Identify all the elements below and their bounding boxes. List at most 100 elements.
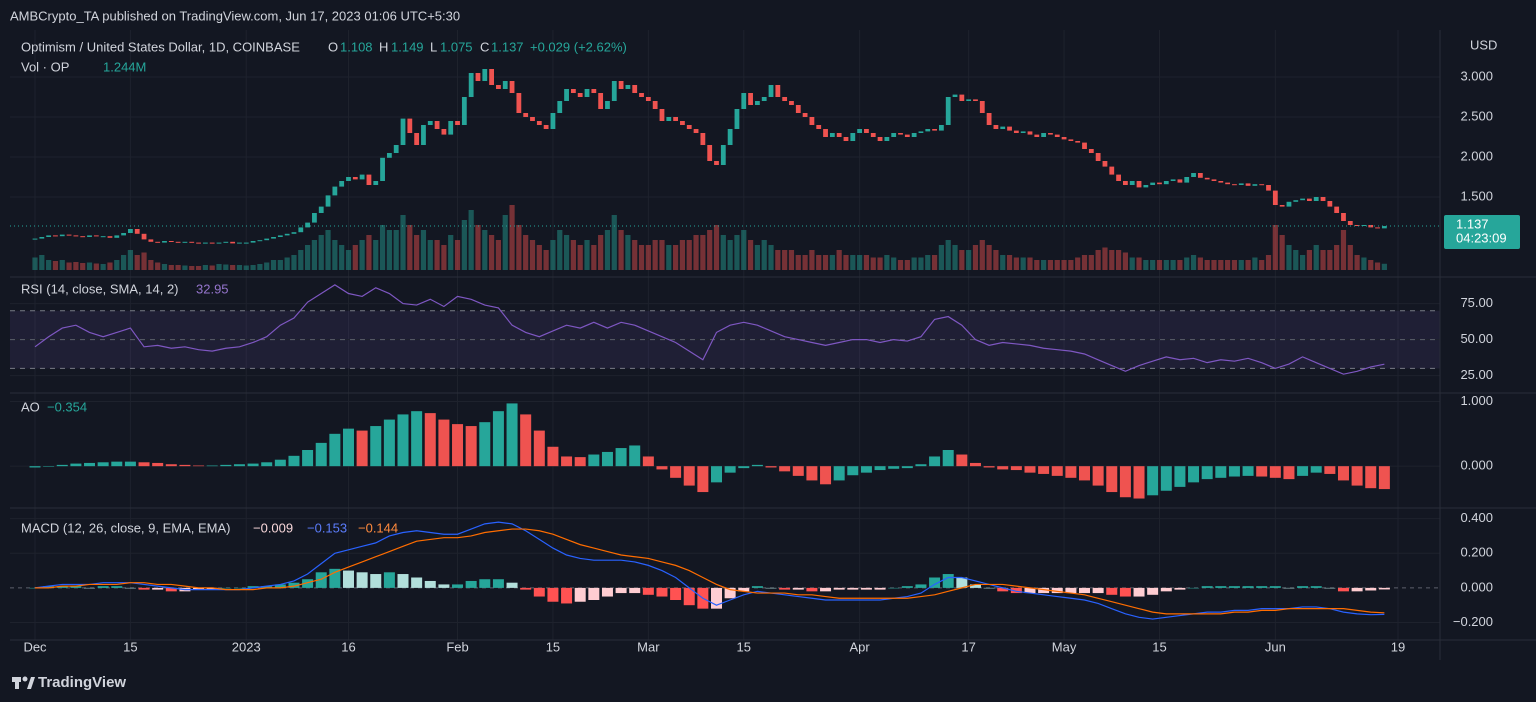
ao-bar xyxy=(1065,466,1077,478)
volume-bar xyxy=(843,255,849,270)
candle xyxy=(891,133,897,137)
volume-value: 1.244M xyxy=(103,59,146,74)
candle xyxy=(1123,181,1128,185)
macd-hist-bar xyxy=(1310,586,1322,588)
candle xyxy=(1068,139,1074,141)
rsi-line xyxy=(34,284,1385,375)
ao-bar xyxy=(1188,466,1200,483)
ao-bar xyxy=(915,464,927,467)
volume-bar xyxy=(1027,257,1033,270)
volume-bar xyxy=(1061,260,1067,270)
volume-bar xyxy=(945,240,951,270)
ao-bar xyxy=(452,424,464,467)
volume-bar xyxy=(66,262,72,270)
ao-bar xyxy=(1283,466,1295,480)
volume-bar xyxy=(148,260,154,270)
volume-bar xyxy=(1000,255,1006,270)
candle xyxy=(652,101,658,109)
macd-hist-bar xyxy=(424,580,436,588)
macd-hist-bar xyxy=(70,586,82,588)
candle xyxy=(829,133,835,137)
ao-bar xyxy=(956,454,968,467)
candle xyxy=(673,117,679,121)
macd-hist-bar xyxy=(342,570,354,588)
volume-bar xyxy=(1327,250,1333,270)
y-tick-label: 0.200 xyxy=(1460,545,1493,560)
change: +0.029 (+2.62%) xyxy=(530,39,627,54)
candle xyxy=(836,133,842,137)
volume-bar xyxy=(829,255,835,270)
ao-bar xyxy=(997,466,1009,470)
volume-bar xyxy=(816,255,822,270)
macd-hist-bar xyxy=(1215,586,1227,588)
volume-bar xyxy=(1272,225,1278,270)
volume-bar xyxy=(1020,257,1026,270)
volume-bar xyxy=(604,230,611,270)
x-tick-label: May xyxy=(1052,639,1077,654)
candle xyxy=(536,121,542,125)
y-tick-label: 75.00 xyxy=(1460,295,1493,310)
volume-bar xyxy=(563,235,570,270)
volume-title: Vol · OP xyxy=(21,59,69,74)
volume-bar xyxy=(1218,260,1224,270)
candle xyxy=(1286,201,1292,207)
macd-line xyxy=(35,528,1385,615)
candle xyxy=(114,235,120,238)
macd-hist-bar xyxy=(1201,586,1213,588)
candle xyxy=(39,237,45,239)
candle xyxy=(1293,200,1299,202)
candle xyxy=(352,177,358,180)
candle xyxy=(66,234,72,236)
ao-bar xyxy=(302,450,314,467)
volume-bar xyxy=(652,240,658,270)
ohlc-value: 1.075 xyxy=(440,39,473,54)
candle xyxy=(625,85,631,89)
volume-bar xyxy=(1197,257,1203,270)
volume-bar xyxy=(80,263,86,270)
macd-hist-bar xyxy=(274,584,286,588)
volume-bar xyxy=(1122,252,1128,270)
volume-bar xyxy=(325,230,331,270)
ao-bar xyxy=(1365,466,1377,489)
ao-bar xyxy=(901,466,913,469)
ao-bar xyxy=(1337,466,1349,481)
candle xyxy=(291,232,297,234)
macd-hist-bar xyxy=(1010,587,1022,594)
ao-bar xyxy=(1119,466,1131,498)
candle xyxy=(754,101,760,105)
candle xyxy=(1191,173,1196,177)
volume-bar xyxy=(795,255,801,270)
macd-hist-bar xyxy=(888,587,900,589)
candle xyxy=(591,89,597,93)
macd-line xyxy=(34,521,1385,620)
volume-bar xyxy=(993,250,999,270)
volume-bar xyxy=(1361,257,1367,270)
candle xyxy=(1307,198,1312,201)
candle xyxy=(877,137,883,141)
volume-bar xyxy=(386,230,392,270)
macd-hist-bar xyxy=(847,587,859,590)
volume-bar xyxy=(243,265,249,270)
volume-bar xyxy=(311,240,318,270)
candle xyxy=(339,181,345,187)
volume-bar xyxy=(1225,260,1231,270)
candle xyxy=(611,81,617,101)
ohlc-value: 1.149 xyxy=(391,39,424,54)
candle xyxy=(1129,181,1135,185)
volume-bar xyxy=(1163,260,1169,270)
candle xyxy=(584,89,590,97)
candle xyxy=(1218,181,1224,183)
candle xyxy=(305,222,310,228)
x-tick-label: 15 xyxy=(123,639,137,654)
volume-bar xyxy=(523,235,529,270)
candle xyxy=(1163,181,1169,185)
y-tick-label: 2.000 xyxy=(1460,148,1493,163)
volume-bar xyxy=(1115,250,1122,270)
rsi-value: 32.95 xyxy=(196,281,229,296)
volume-bar xyxy=(645,245,651,270)
macd-hist-bar xyxy=(1351,587,1363,592)
candle xyxy=(1034,134,1040,137)
candle xyxy=(938,125,944,131)
volume-bar xyxy=(1095,250,1101,270)
ao-bar xyxy=(1106,466,1118,493)
